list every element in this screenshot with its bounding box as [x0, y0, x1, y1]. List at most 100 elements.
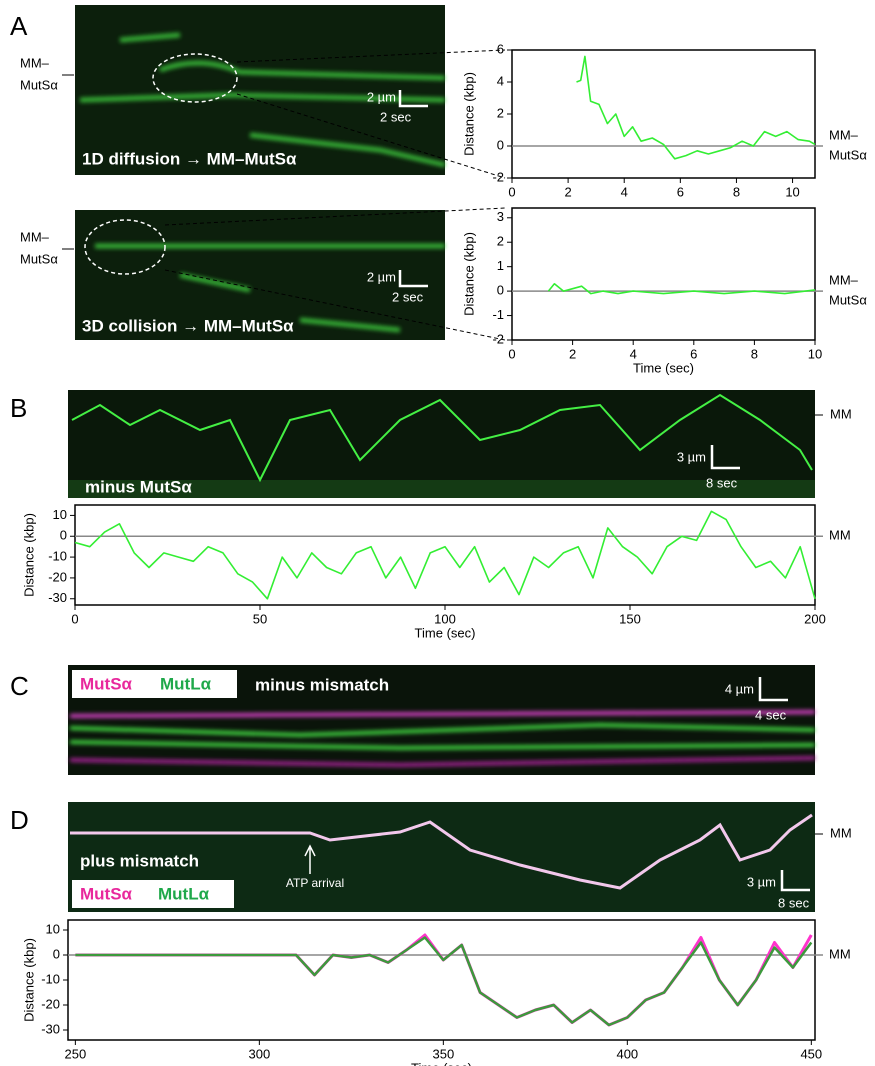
legend-label: MutSα — [80, 884, 133, 903]
x-tick-label: 300 — [248, 1046, 270, 1061]
data-line — [74, 510, 816, 600]
plot-frame — [74, 504, 816, 606]
right-label: MM — [830, 825, 852, 840]
kymograph: plus mismatch ATP arrival MutSα MutLα 3 … — [68, 802, 815, 912]
y-axis-label: Distance (kbp) — [461, 72, 476, 156]
x-tick-label: 2 — [569, 346, 576, 361]
kymo-caption: minus mismatch — [255, 675, 389, 694]
scale-label: 2 µm — [367, 269, 396, 284]
y-tick-label: 10 — [46, 921, 60, 936]
y-tick-label: 2 — [497, 105, 504, 120]
scale-label: 8 sec — [706, 475, 738, 490]
y-axis-label: Distance (kbp) — [21, 938, 36, 1022]
y-tick-label: 6 — [497, 41, 504, 56]
x-tick-label: 250 — [65, 1046, 87, 1061]
x-tick-label: 0 — [508, 184, 515, 199]
x-tick-label: 150 — [619, 611, 641, 626]
panel-letter: A — [10, 11, 28, 41]
y-tick-label: 0 — [53, 946, 60, 961]
x-tick-label: 6 — [677, 184, 684, 199]
x-tick-label: 100 — [434, 611, 456, 626]
panel-letter: D — [10, 805, 29, 835]
y-tick-label: -2 — [492, 331, 504, 346]
x-tick-label: 450 — [800, 1046, 822, 1061]
reference-label: MM– — [829, 273, 859, 288]
kymo-caption: plus mismatch — [80, 851, 199, 870]
x-tick-label: 400 — [616, 1046, 638, 1061]
scale-label: 3 µm — [747, 874, 776, 889]
kymo-caption: 3D collision → MM–MutSα — [82, 316, 294, 335]
x-tick-label: 350 — [432, 1046, 454, 1061]
panel-letter: B — [10, 393, 27, 423]
x-tick-label: 0 — [508, 346, 515, 361]
reference-label: MM– — [829, 127, 859, 142]
panel-letter: C — [10, 671, 29, 701]
y-tick-label: -20 — [41, 996, 60, 1011]
x-tick-label: 4 — [630, 346, 637, 361]
x-tick-label: 8 — [733, 184, 740, 199]
x-tick-label: 10 — [785, 184, 799, 199]
x-tick-label: 0 — [71, 611, 78, 626]
y-axis-label: Distance (kbp) — [461, 232, 476, 316]
y-tick-label: -1 — [492, 307, 504, 322]
y-tick-label: -10 — [48, 549, 67, 564]
side-label: MM– — [20, 229, 50, 244]
legend-label: MutSα — [80, 674, 133, 693]
y-tick-label: -30 — [48, 590, 67, 605]
reference-label: MM — [829, 528, 851, 543]
side-label: MutSα — [20, 251, 58, 266]
y-tick-label: 0 — [497, 283, 504, 298]
reference-label: MutSα — [829, 293, 867, 308]
y-tick-label: 1 — [497, 258, 504, 273]
kymograph: 1D diffusion → MM–MutSα 2 µm 2 sec — [75, 5, 446, 175]
data-line — [75, 933, 813, 1027]
scale-label: 2 sec — [380, 109, 412, 124]
x-tick-label: 10 — [808, 346, 822, 361]
y-tick-label: 4 — [497, 73, 504, 88]
side-label: MutSα — [20, 77, 58, 92]
zoom-line — [164, 207, 506, 341]
kymograph: 3D collision → MM–MutSα 2 µm 2 sec — [75, 210, 445, 340]
kymograph: MutSα MutLα minus mismatch 4 µm 4 sec — [68, 665, 816, 775]
y-tick-label: 2 — [497, 234, 504, 249]
annotation: ATP arrival — [286, 876, 344, 890]
x-tick-label: 50 — [253, 611, 267, 626]
x-tick-label: 8 — [751, 346, 758, 361]
y-axis-label: Distance (kbp) — [21, 513, 36, 597]
kymograph: minus MutSα 3 µm 8 sec — [68, 390, 815, 498]
reference-label: MutSα — [829, 147, 867, 162]
legend-label: MutLα — [160, 674, 212, 693]
plot-frame — [511, 49, 816, 179]
kymo-caption: minus MutSα — [85, 477, 192, 496]
y-tick-label: -30 — [41, 1021, 60, 1036]
side-label: MM– — [20, 55, 50, 70]
x-axis-label: Time (sec) — [633, 360, 694, 375]
y-tick-label: -10 — [41, 971, 60, 986]
data-line — [75, 936, 813, 1027]
y-tick-label: 3 — [497, 209, 504, 224]
y-tick-label: -20 — [48, 569, 67, 584]
scale-label: 3 µm — [677, 449, 706, 464]
plot-frame — [67, 919, 816, 1041]
x-axis-label: Time (sec) — [415, 625, 476, 640]
scale-label: 4 sec — [755, 707, 787, 722]
y-tick-label: 10 — [53, 507, 67, 522]
reference-label: MM — [829, 946, 851, 961]
data-line — [576, 55, 816, 160]
scale-label: 2 µm — [367, 89, 396, 104]
plot-frame — [511, 207, 816, 341]
y-tick-label: 0 — [497, 137, 504, 152]
x-axis-label: Time (sec) — [411, 1060, 472, 1066]
x-tick-label: 200 — [804, 611, 826, 626]
kymo-caption: 1D diffusion → MM–MutSα — [82, 149, 297, 168]
y-tick-label: 0 — [60, 528, 67, 543]
data-line — [547, 283, 816, 295]
y-tick-label: -2 — [492, 169, 504, 184]
x-tick-label: 2 — [564, 184, 571, 199]
x-tick-label: 4 — [621, 184, 628, 199]
zoom-line — [236, 49, 506, 179]
scale-label: 8 sec — [778, 895, 810, 910]
right-label: MM — [830, 406, 852, 421]
